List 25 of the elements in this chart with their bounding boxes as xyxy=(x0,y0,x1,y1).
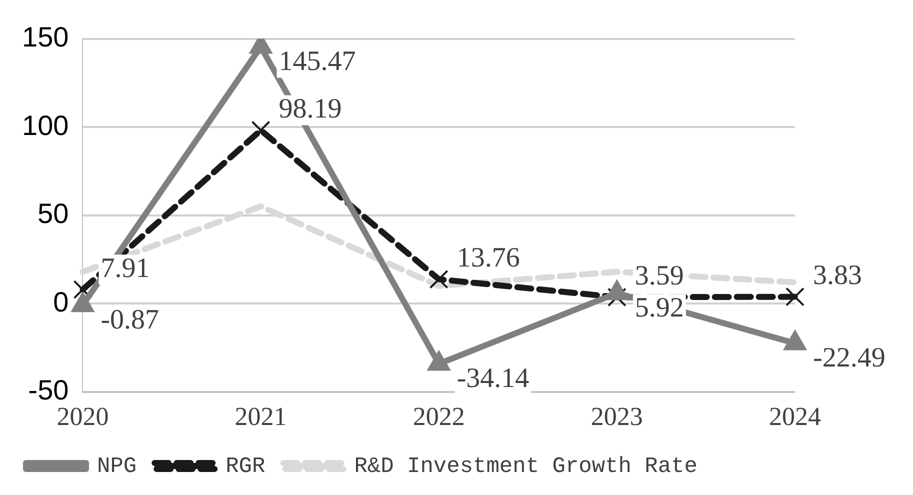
legend-label: R&D Investment Growth Rate xyxy=(354,454,698,479)
data-label: 3.83 xyxy=(813,260,862,292)
legend-label: RGR xyxy=(226,454,266,479)
point xyxy=(784,330,806,350)
data-label: 3.59 xyxy=(634,260,684,292)
x-tick-label: 2022 xyxy=(412,402,465,432)
data-label: 145.47 xyxy=(278,46,356,78)
data-label: 5.92 xyxy=(634,292,684,324)
x-tick-label: 2024 xyxy=(769,402,821,432)
data-label: 13.76 xyxy=(456,242,520,274)
x-tick-label: 2021 xyxy=(234,402,287,432)
y-tick-label: 50 xyxy=(38,198,69,230)
point xyxy=(427,350,450,371)
data-label: -22.49 xyxy=(813,342,886,374)
data-label: 98.19 xyxy=(278,94,342,125)
x-tick-label: 2023 xyxy=(590,402,643,432)
legend-label: NPG xyxy=(97,454,137,479)
data-label: 7.91 xyxy=(100,252,150,284)
point xyxy=(71,292,94,312)
y-tick-label: 0 xyxy=(53,286,69,318)
point xyxy=(606,280,628,300)
data-label: -0.87 xyxy=(100,304,160,336)
y-tick-label: 100 xyxy=(22,110,69,141)
data-label: -34.14 xyxy=(456,363,530,394)
y-tick-label: 150 xyxy=(22,22,69,53)
